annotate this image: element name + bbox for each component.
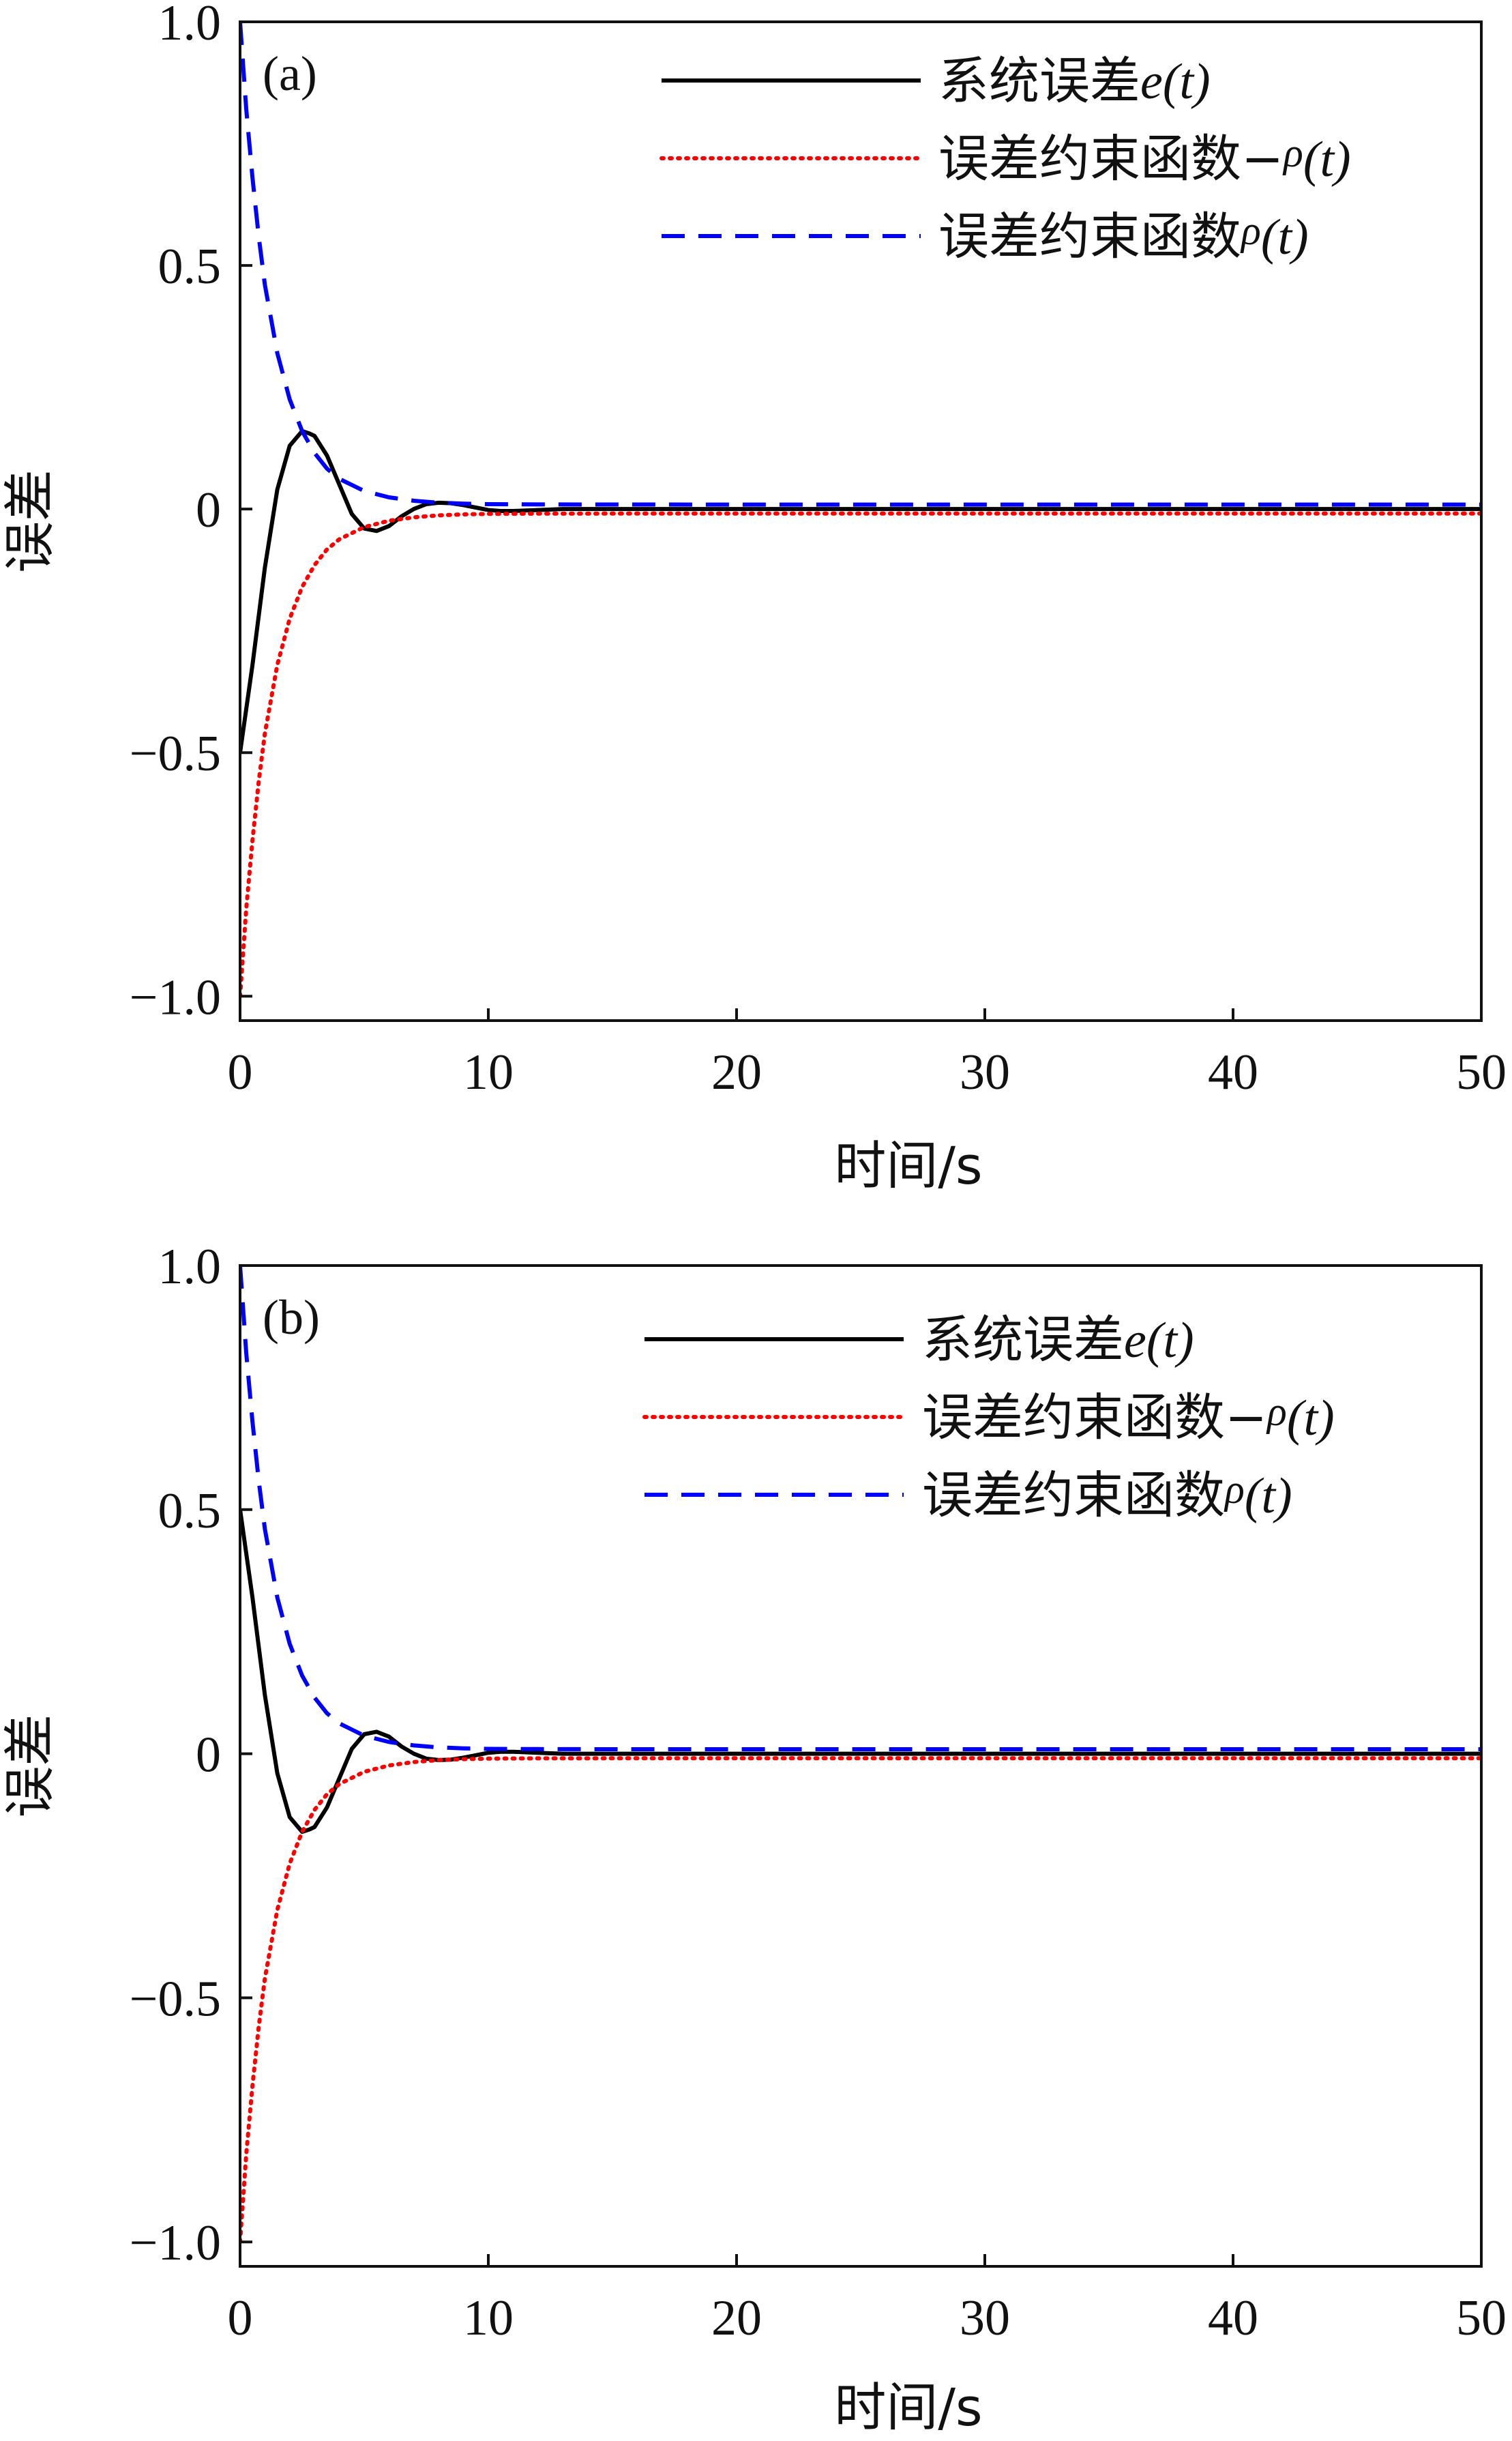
legend-label-2: 误差约束函数−ρ(t) xyxy=(922,1388,1335,1447)
x-tick-label: 20 xyxy=(711,1044,762,1100)
legend-label-symbol: ρ xyxy=(1240,208,1261,253)
series-line-3 xyxy=(240,1266,1481,1751)
y-tick-label: −1.0 xyxy=(130,969,221,1025)
legend-label-symbol: ρ xyxy=(1266,1389,1287,1434)
legend-label-2: 误差约束函数−ρ(t) xyxy=(938,130,1351,188)
x-tick-label: 20 xyxy=(711,2290,762,2346)
legend-label-text: 误差约束函数− xyxy=(938,130,1284,188)
legend-label-arg: (t) xyxy=(1303,132,1351,188)
panel-label: (b) xyxy=(263,1290,320,1345)
x-tick-label: 50 xyxy=(1456,1044,1507,1100)
y-tick-label: −0.5 xyxy=(130,1971,221,2027)
y-axis-title: 误差 xyxy=(0,1714,60,1818)
x-tick-label: 10 xyxy=(463,2290,514,2346)
x-tick-label: 0 xyxy=(228,1044,253,1100)
legend-label-arg: (t) xyxy=(1146,1313,1194,1369)
x-tick-label: 30 xyxy=(960,2290,1010,2346)
x-tick-label: 40 xyxy=(1208,2290,1258,2346)
legend: 系统误差e(t)误差约束函数−ρ(t)误差约束函数ρ(t) xyxy=(659,52,1351,266)
legend-label-symbol: e xyxy=(1140,54,1163,110)
legend: 系统误差e(t)误差约束函数−ρ(t)误差约束函数ρ(t) xyxy=(642,1311,1335,1525)
legend-label-text: 系统误差 xyxy=(938,52,1140,111)
y-tick-label: 0 xyxy=(196,482,221,538)
chart-panel-b: 0 10 20 30 40 50 1.0 0.5 0 −0.5 −1.0 时间/s 误差 (b) 系统误差e… xyxy=(0,1239,1507,2438)
x-axis-title: 时间/s xyxy=(834,1135,982,1196)
chart-panel-a: 0 10 20 30 40 50 1.0 0.5 0 −0.5 −1.0 时间/s 误差 (a) 系统误差e… xyxy=(0,0,1507,1196)
plot-area xyxy=(240,22,1481,999)
plot-frame xyxy=(239,20,1483,1022)
legend-label-1: 系统误差e(t) xyxy=(938,52,1211,111)
x-tick-label: 40 xyxy=(1208,1044,1258,1100)
legend-label-arg: (t) xyxy=(1287,1390,1335,1446)
y-tick-label: −0.5 xyxy=(130,726,221,782)
legend-label-symbol: ρ xyxy=(1282,130,1303,175)
x-tick-label: 10 xyxy=(463,1044,514,1100)
y-tick-label: 1.0 xyxy=(158,1239,222,1295)
legend-label-arg: (t) xyxy=(1261,209,1309,265)
y-tick-label: 0.5 xyxy=(158,239,222,295)
y-tick-label: 0.5 xyxy=(158,1483,222,1539)
legend-label-text: 误差约束函数 xyxy=(922,1466,1225,1525)
series-line-1 xyxy=(240,1509,1481,1835)
legend-label-arg: (t) xyxy=(1245,1468,1292,1524)
legend-label-text: 误差约束函数− xyxy=(922,1388,1267,1447)
y-tick-label: 0 xyxy=(196,1727,221,1783)
legend-label-text: 系统误差 xyxy=(922,1311,1124,1369)
y-tick-label: −1.0 xyxy=(130,2215,221,2271)
legend-label-symbol: e xyxy=(1124,1313,1146,1369)
series-line-2 xyxy=(240,1756,1481,2245)
y-axis-title: 误差 xyxy=(0,469,60,573)
legend-label-arg: (t) xyxy=(1163,54,1211,110)
plot-area xyxy=(240,1266,1481,2245)
legend-label-3: 误差约束函数ρ(t) xyxy=(922,1466,1292,1525)
series-line-2 xyxy=(240,511,1481,999)
legend-label-3: 误差约束函数ρ(t) xyxy=(938,207,1309,266)
y-tick-label: 1.0 xyxy=(158,0,222,51)
series-line-1 xyxy=(240,428,1481,753)
plot-frame xyxy=(239,1264,1483,2268)
x-tick-label: 50 xyxy=(1456,2290,1507,2346)
legend-label-symbol: ρ xyxy=(1224,1467,1245,1512)
legend-label-1: 系统误差e(t) xyxy=(922,1311,1194,1369)
x-tick-label: 0 xyxy=(228,2290,253,2346)
panel-label: (a) xyxy=(263,46,317,101)
x-axis-title: 时间/s xyxy=(834,2377,982,2438)
legend-label-text: 误差约束函数 xyxy=(938,207,1241,266)
series-line-3 xyxy=(240,22,1481,507)
x-tick-label: 30 xyxy=(960,1044,1010,1100)
